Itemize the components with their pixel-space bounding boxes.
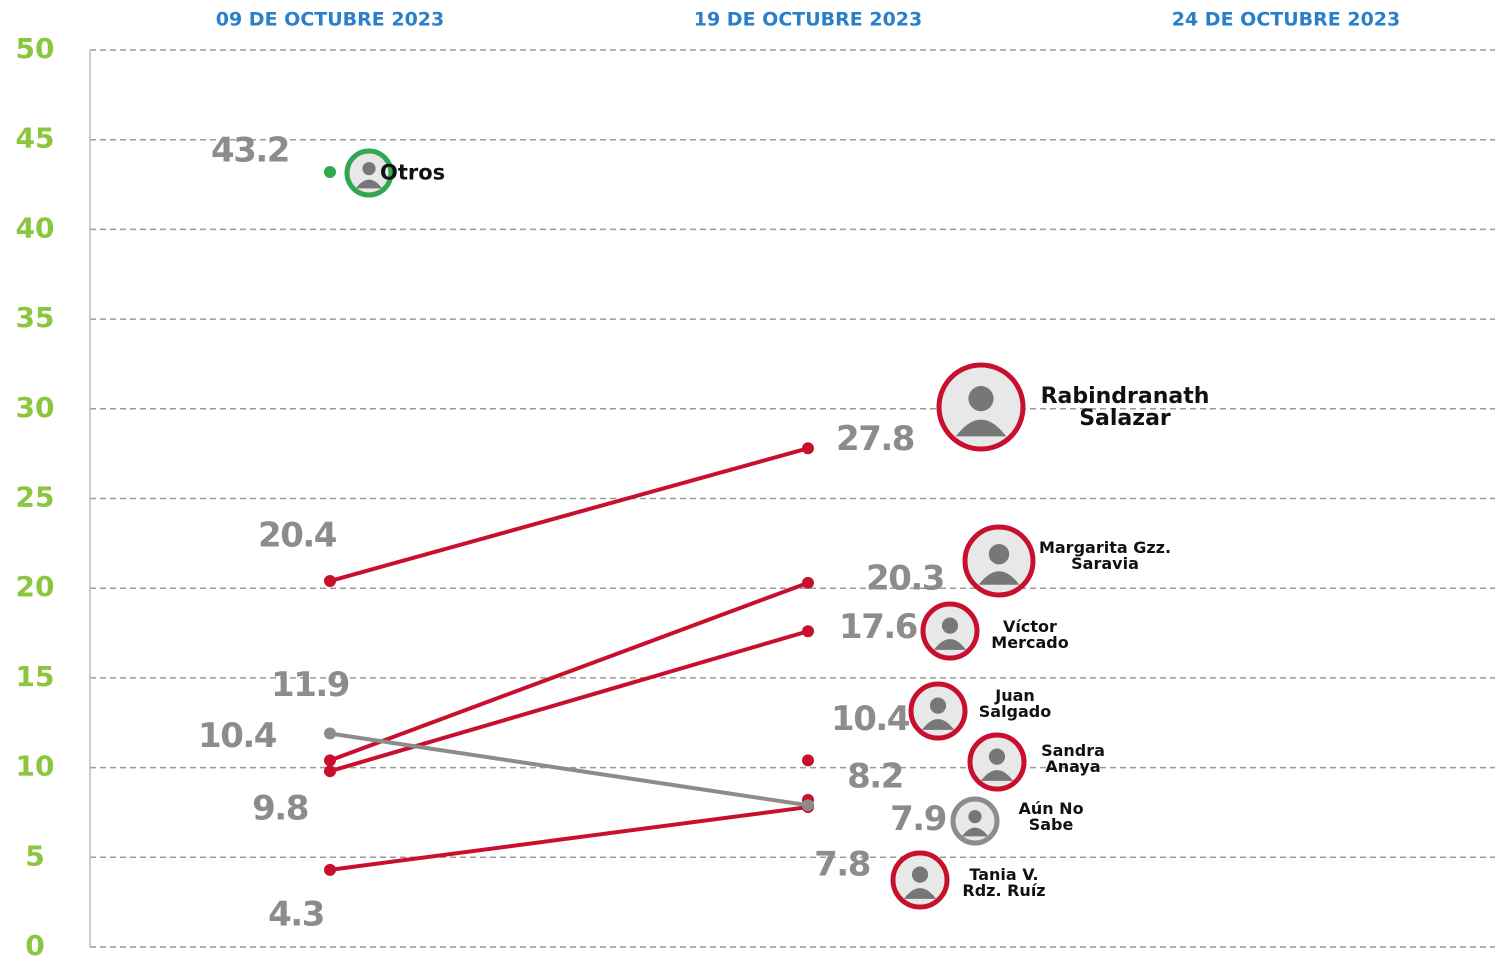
series-name: Juan Salgado <box>978 686 1052 721</box>
point <box>802 442 814 455</box>
y-tick-label: 10 <box>16 750 55 783</box>
point <box>324 765 336 778</box>
avatar-head <box>968 386 994 412</box>
avatar-body <box>921 719 955 730</box>
point <box>324 165 336 178</box>
series-line <box>329 446 809 583</box>
series-line <box>329 731 809 808</box>
y-tick-label: 30 <box>16 391 55 424</box>
avatar-head <box>941 617 959 634</box>
point <box>324 727 336 740</box>
avatar-head <box>988 748 1006 765</box>
series-name: Tania V. Rdz. Ruíz <box>962 865 1046 900</box>
point <box>324 575 336 588</box>
series-line <box>329 629 809 774</box>
y-tick-label: 15 <box>16 660 55 693</box>
y-tick-label: 5 <box>25 839 44 872</box>
value-label: 7.9 <box>890 799 946 839</box>
point <box>802 625 814 638</box>
avatar-body <box>933 639 967 650</box>
y-tick-label: 45 <box>16 122 55 155</box>
series-name: Víctor Mercado <box>991 617 1069 652</box>
avatar-head <box>362 162 376 176</box>
avatar-head <box>911 866 929 883</box>
y-tick-label: 20 <box>16 570 55 603</box>
value-label: 20.4 <box>258 516 337 556</box>
point <box>802 799 814 812</box>
series-name: Margarita Gzz. Saravia <box>1038 538 1172 573</box>
avatar-head <box>988 544 1010 565</box>
value-label: 27.8 <box>836 419 914 459</box>
point <box>324 863 336 876</box>
value-label: 10.4 <box>831 699 910 739</box>
avatar-body <box>961 827 989 837</box>
avatar-head <box>929 697 947 714</box>
avatar-body <box>955 419 1007 437</box>
avatar-head <box>968 810 982 824</box>
value-label: 20.3 <box>866 558 944 598</box>
value-label: 10.4 <box>198 716 277 756</box>
avatar-body <box>903 888 937 899</box>
y-tick-label: 0 <box>25 929 44 962</box>
series-name: Sandra Anaya <box>1041 741 1105 776</box>
avatar-body <box>978 571 1020 585</box>
avatar-body <box>980 770 1014 781</box>
point <box>802 576 814 589</box>
series-line <box>329 580 809 763</box>
series-name: Rabindranath Salazar <box>1040 384 1210 431</box>
y-tick-label: 25 <box>16 481 55 514</box>
point <box>802 754 814 767</box>
avatar-body <box>355 179 383 189</box>
point <box>324 754 336 767</box>
y-tick-label: 40 <box>16 211 55 244</box>
value-label: 4.3 <box>268 894 324 934</box>
y-tick-label: 50 <box>16 32 55 65</box>
series-line <box>329 805 809 872</box>
series-name: Aún No Sabe <box>1018 799 1084 834</box>
x-tick-label: 19 DE OCTUBRE 2023 <box>694 9 923 31</box>
value-label: 43.2 <box>211 130 289 170</box>
y-tick-label: 35 <box>16 301 55 334</box>
value-label: 17.6 <box>839 607 917 647</box>
value-label: 9.8 <box>252 789 308 829</box>
value-label: 8.2 <box>847 756 903 796</box>
x-tick-label: 09 DE OCTUBRE 2023 <box>216 9 445 31</box>
value-label: 7.8 <box>814 845 870 885</box>
series-name: Otros <box>380 160 446 185</box>
x-tick-label: 24 DE OCTUBRE 2023 <box>1172 9 1401 31</box>
value-label: 11.9 <box>271 665 349 705</box>
